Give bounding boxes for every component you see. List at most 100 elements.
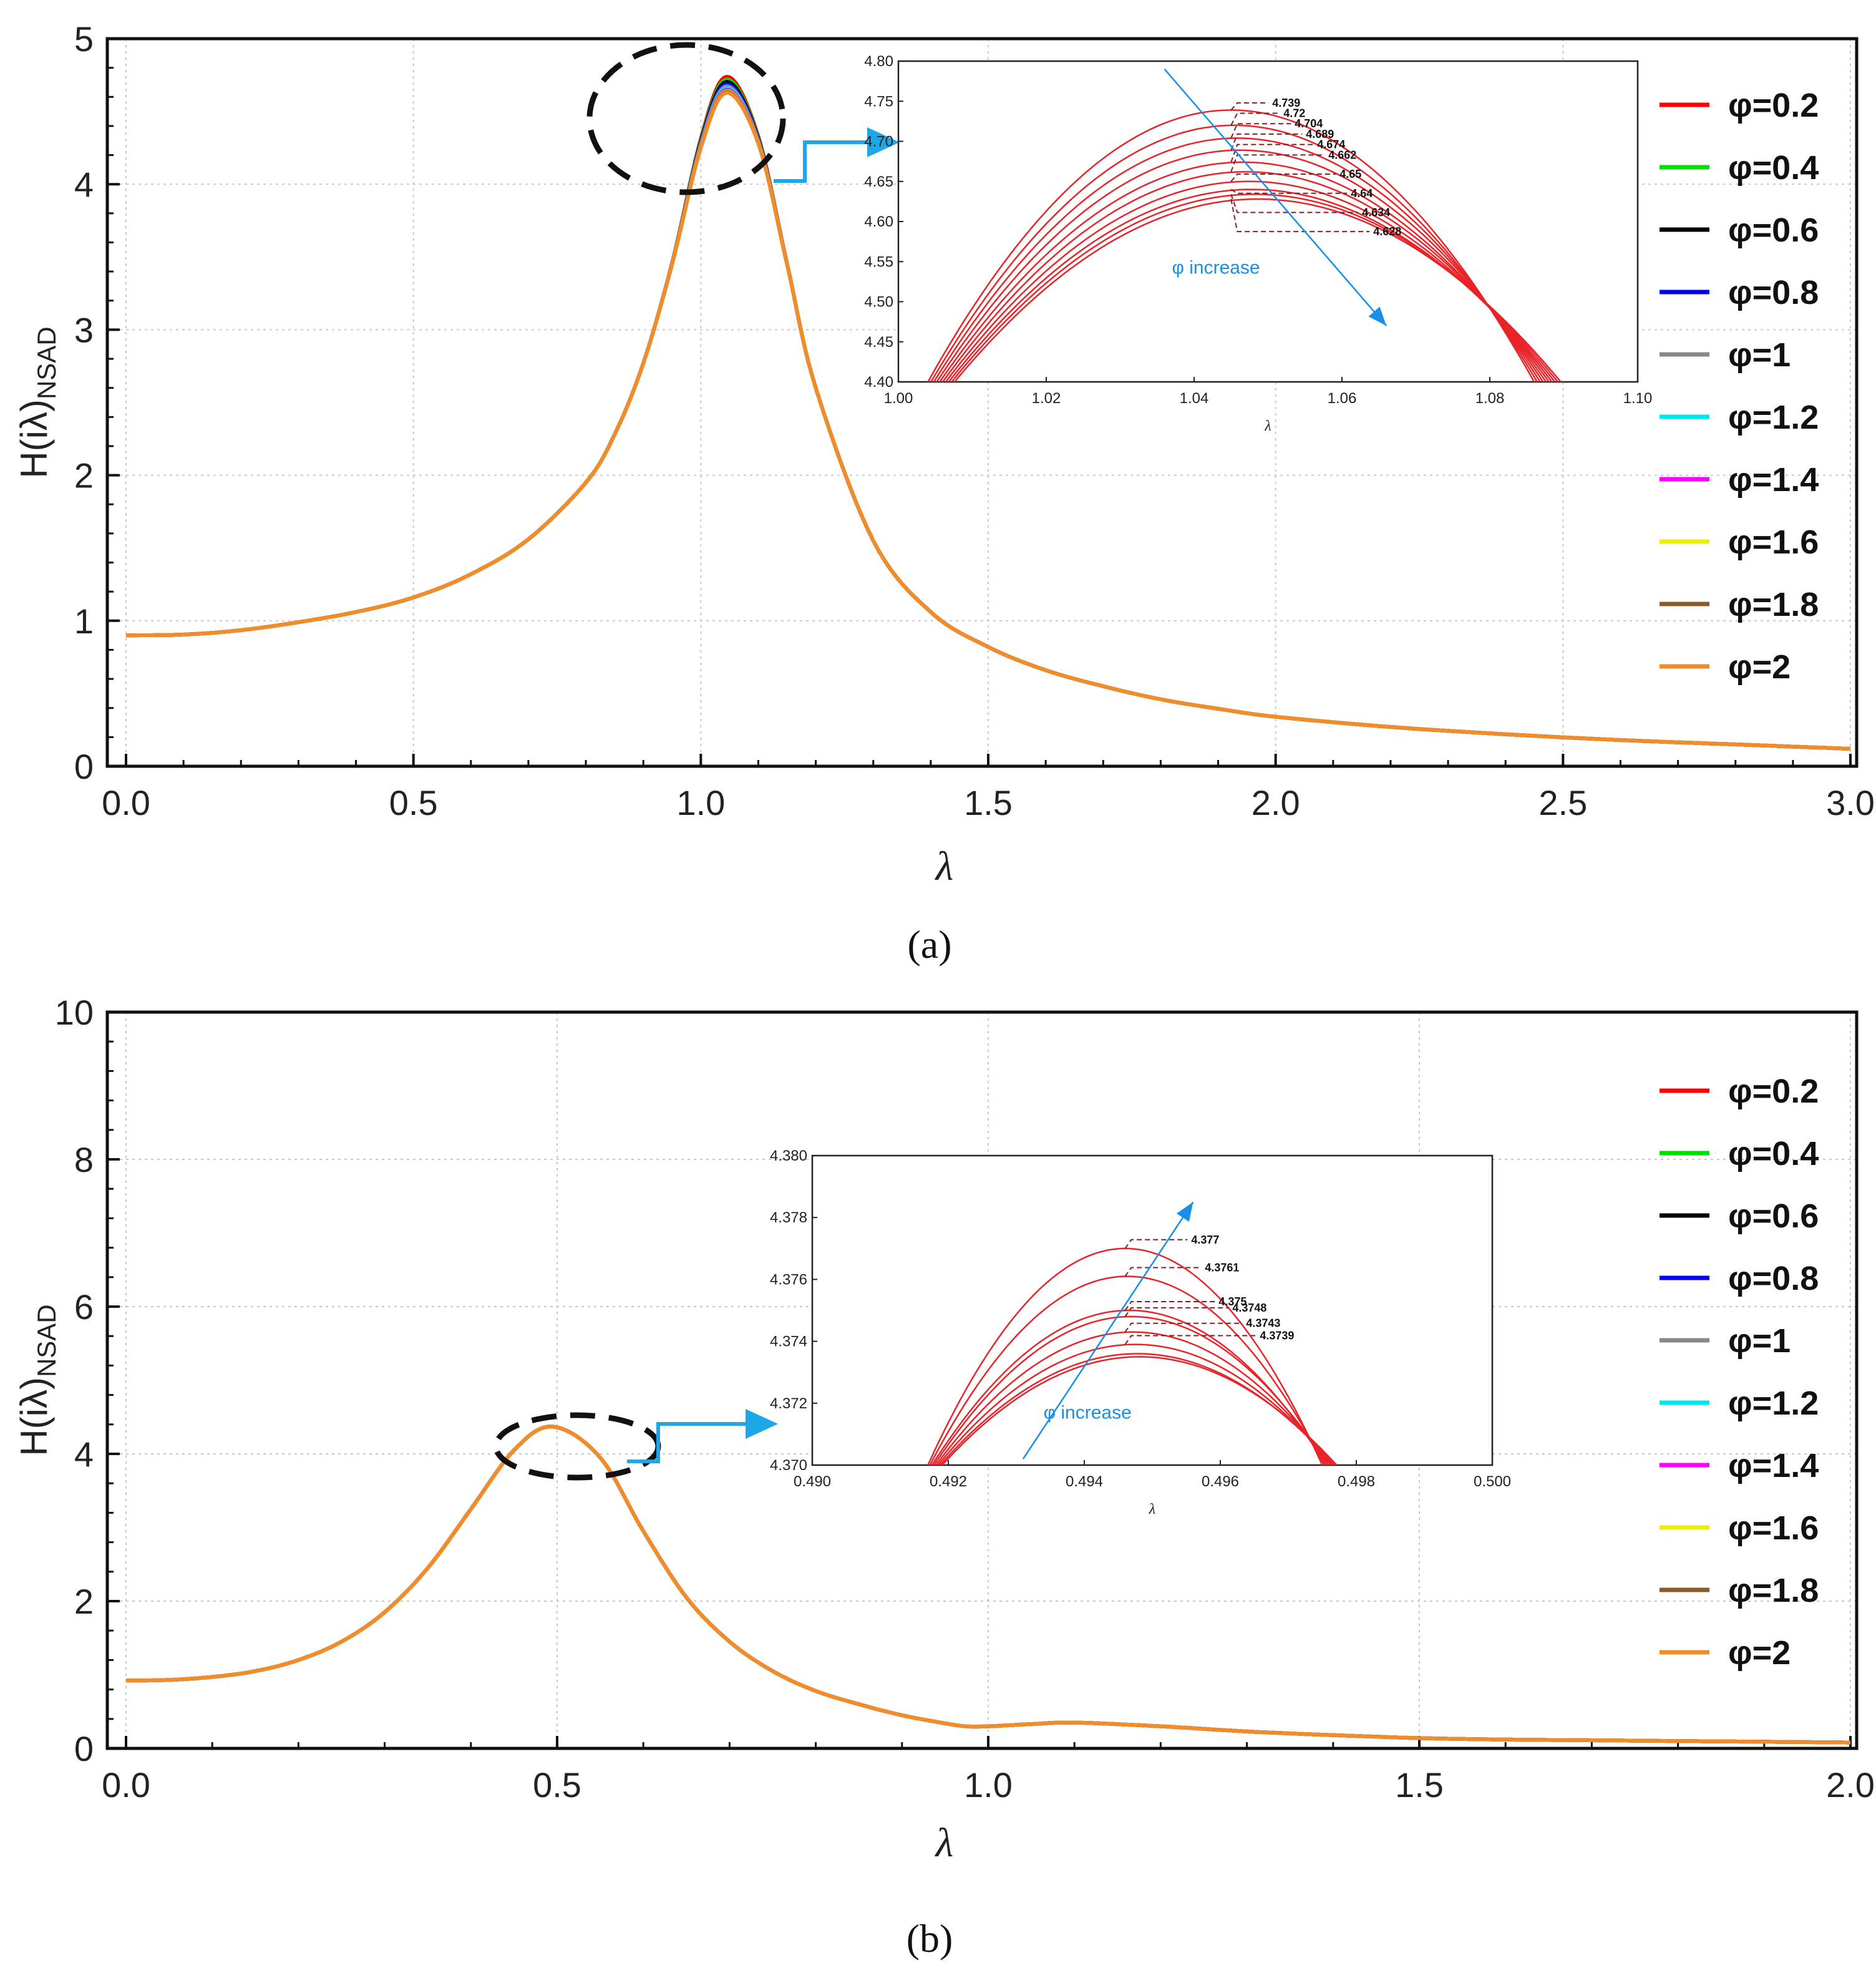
- peak-leader: [1124, 1301, 1215, 1311]
- zoom-pointer-arrowhead: [867, 127, 900, 157]
- peak-value-label: 4.377: [1191, 1234, 1219, 1246]
- legend-entry: φ=1.4: [1728, 461, 1819, 499]
- series-line-φ=2: [126, 1425, 1851, 1745]
- peak-leader: [1124, 1307, 1229, 1317]
- legend-entry: φ=1: [1728, 336, 1791, 374]
- inset-curve: [926, 1247, 1323, 1465]
- y-tick-label: 4: [74, 165, 94, 204]
- subfigure-caption: (a): [907, 922, 951, 967]
- peak-leader: [1124, 1335, 1256, 1345]
- inset-x-tick-label: 0.490: [794, 1473, 831, 1490]
- inset-curve: [933, 1315, 1329, 1465]
- x-tick-label: 2.5: [1538, 783, 1587, 822]
- legend-entry: φ=2: [1728, 1634, 1791, 1672]
- inset: 0.490 0.492 0.494 0.496 0.498 0.500 4.370 4.372…: [770, 1147, 1511, 1518]
- legend-entry: φ=0.6: [1728, 212, 1819, 249]
- inset-curve: [950, 193, 1559, 382]
- inset-curve: [933, 137, 1542, 382]
- peak-value-label: 4.65: [1339, 168, 1361, 180]
- series-lines: [126, 74, 1851, 751]
- peak-leader: [1124, 1267, 1202, 1277]
- inset-x-tick-label: 1.10: [1623, 390, 1653, 407]
- legend-entry: φ=0.6: [1728, 1197, 1819, 1235]
- peak-leader: [1230, 188, 1348, 194]
- inset-y-tick-label: 4.50: [864, 294, 893, 311]
- phi-increase-arrow: [1022, 1201, 1194, 1459]
- x-tick-label: 1.0: [964, 1765, 1013, 1805]
- inset-curve: [953, 198, 1562, 382]
- inset: 1.00 1.02 1.04 1.06 1.08 1.10 4.40 4.45 4.50 4.55…: [864, 53, 1653, 434]
- inset-x-axis-label: λ: [1264, 418, 1271, 434]
- inset-y-tick-label: 4.80: [864, 53, 893, 70]
- x-tick-label: 1.5: [964, 783, 1013, 822]
- y-tick-label: 4: [74, 1435, 94, 1474]
- inset-y-tick-label: 4.378: [770, 1209, 807, 1226]
- legend-entry: φ=2: [1728, 648, 1791, 686]
- peak-value-label: 4.3743: [1246, 1317, 1280, 1330]
- x-tick-label: 2.0: [1251, 783, 1300, 822]
- peak-value-label: 4.739: [1272, 97, 1300, 109]
- inset-y-tick-label: 4.55: [864, 253, 893, 270]
- peak-leader: [1230, 173, 1336, 182]
- inset-x-tick-label: 1.06: [1328, 390, 1357, 407]
- inset-y-tick-label: 4.60: [864, 213, 893, 230]
- inset-x-axis-label: λ: [1149, 1501, 1155, 1518]
- peak-value-label: 4.3739: [1260, 1330, 1294, 1342]
- peak-leader: [1230, 144, 1314, 163]
- peak-value-label: 4.662: [1328, 149, 1356, 161]
- inset-x-tick-label: 0.500: [1474, 1473, 1511, 1490]
- inset-y-tick-label: 4.376: [770, 1271, 807, 1288]
- peak-value-label: 4.3761: [1205, 1261, 1239, 1274]
- inset-frame: [897, 60, 1639, 383]
- legend: φ=0.2 φ=0.4 φ=0.6 φ=0.8 φ=1 φ=1.2 φ=1.4 φ=1.6 φ=…: [1660, 1073, 1819, 1672]
- peak-leader: [1124, 1322, 1243, 1333]
- peak-value-label: 4.689: [1306, 128, 1334, 140]
- zoom-pointer-line: [627, 1422, 746, 1463]
- peak-value-label: 4.64: [1351, 187, 1373, 200]
- inset-x-tick-label: 1.04: [1180, 390, 1209, 407]
- y-axis-label-main: H(iλ): [13, 399, 55, 479]
- phi-increase-arrow: [1164, 69, 1388, 326]
- inset-y-tick-label: 4.75: [864, 93, 893, 110]
- zoom-pointer-arrowhead: [746, 1409, 778, 1439]
- x-tick-label: 0.0: [102, 1765, 150, 1805]
- inset-y-tick-label: 4.370: [770, 1457, 807, 1474]
- y-tick-label: 2: [74, 1582, 94, 1621]
- inset-y-tick-label: 4.40: [864, 374, 893, 391]
- legend-entry: φ=1.8: [1728, 586, 1819, 623]
- zoom-pointer-line: [774, 140, 867, 183]
- plot-frame: [105, 37, 1859, 768]
- peak-leader: [1230, 133, 1303, 150]
- inset-y-tick-label: 4.380: [770, 1147, 807, 1164]
- legend-entry: φ=1.2: [1728, 399, 1819, 436]
- series-lines: [126, 1425, 1851, 1745]
- legend-entry: φ=1.6: [1728, 1509, 1819, 1547]
- peak-value-label: 4.634: [1362, 206, 1390, 218]
- peak-value-label: 4.674: [1317, 139, 1345, 151]
- inset-y-tick-label: 4.374: [770, 1333, 807, 1350]
- peak-value-label: 4.3748: [1232, 1302, 1266, 1314]
- inset-curve: [930, 124, 1538, 382]
- inset-x-tick-label: 0.494: [1066, 1473, 1103, 1490]
- inset-x-tick-label: 1.02: [1032, 390, 1061, 407]
- y-tick-label: 6: [74, 1287, 94, 1327]
- inset-x-tick-label: 0.496: [1202, 1473, 1239, 1490]
- legend-entry: φ=1.4: [1728, 1447, 1819, 1484]
- legend-entry: φ=1: [1728, 1322, 1791, 1360]
- x-axis-label: λ: [935, 1820, 954, 1866]
- y-tick-label: 0: [74, 747, 94, 786]
- x-tick-label: 2.0: [1826, 1765, 1875, 1805]
- inset-y-tick-label: 4.372: [770, 1395, 807, 1412]
- plot-frame: [105, 1010, 1859, 1750]
- inset-curve: [936, 1343, 1334, 1465]
- peak-leader: [1230, 123, 1291, 139]
- legend-entry: φ=1.2: [1728, 1385, 1819, 1422]
- phi-increase-label: φ increase: [1044, 1403, 1132, 1423]
- inset-curve: [935, 1331, 1332, 1465]
- inset-curve: [931, 1309, 1328, 1465]
- inset-y-tick-label: 4.65: [864, 173, 893, 190]
- inset-curve: [927, 109, 1535, 382]
